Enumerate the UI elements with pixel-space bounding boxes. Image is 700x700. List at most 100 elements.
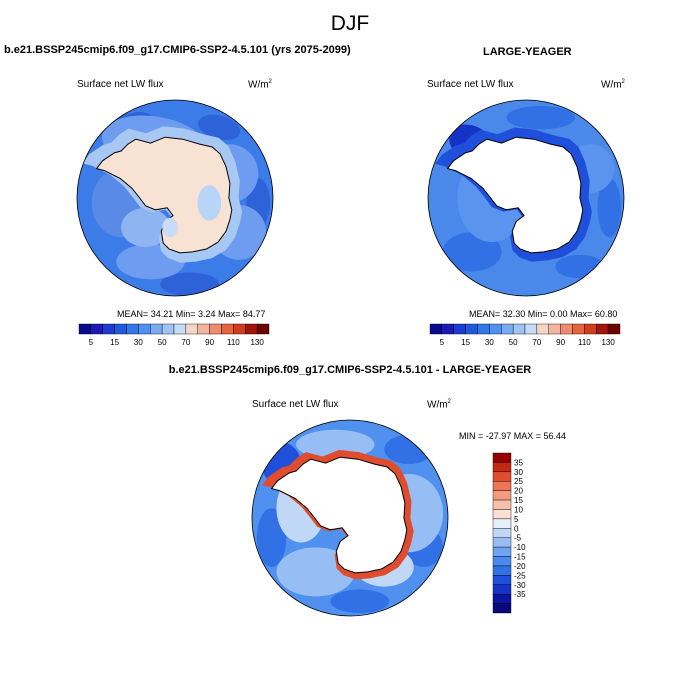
- colorbar-swatch: [477, 323, 490, 335]
- panel-3-variable: Surface net LW flux: [252, 399, 339, 410]
- antarctica-coastline: [270, 456, 408, 574]
- panel-3-stats: MIN = -27.97 MAX = 56.44: [459, 431, 567, 441]
- colorbar-tick-label: -25: [514, 571, 526, 580]
- panel-2-map: [427, 99, 625, 297]
- colorbar-swatch: [489, 323, 502, 335]
- field-region: [160, 272, 220, 296]
- antarctica-coastline: [95, 136, 233, 254]
- map-field: [77, 100, 273, 296]
- colorbar-swatch: [492, 481, 512, 491]
- colorbar-tick-label: 30: [134, 338, 143, 347]
- panel-2-title: LARGE-YEAGER: [483, 46, 572, 58]
- map-border: [76, 99, 274, 297]
- colorbar-tick-label: 25: [514, 477, 523, 486]
- colorbar-swatch: [560, 323, 573, 335]
- colorbar-tick-label: -35: [514, 590, 526, 599]
- field-region: [597, 178, 622, 238]
- colorbar-tick-label: -30: [514, 581, 526, 590]
- colorbar-swatch: [233, 323, 246, 335]
- colorbar-swatch: [429, 323, 443, 335]
- colorbar-swatch: [607, 323, 621, 335]
- colorbar-swatch: [492, 490, 512, 501]
- panel-3-title: b.e21.BSSP245cmip6.f09_g17.CMIP6-SSP2-4.…: [168, 364, 532, 376]
- panel-1-units: W/m2: [248, 79, 272, 91]
- colorbar-swatch: [465, 323, 478, 335]
- panel-1-title: b.e21.BSSP245cmip6.f09_g17.CMIP6-SSP2-4.…: [4, 44, 351, 56]
- colorbar-swatch: [492, 537, 512, 548]
- colorbar-tick-label: -10: [514, 543, 526, 552]
- colorbar-swatch: [209, 323, 222, 335]
- colorbar-swatch: [548, 323, 561, 335]
- colorbar-tick-label: 0: [514, 524, 519, 533]
- colorbar-tick-label: 35: [514, 458, 523, 467]
- land-region: [162, 217, 178, 238]
- colorbar-tick-label: 70: [532, 338, 541, 347]
- colorbar-swatch: [453, 323, 466, 335]
- colorbar-swatch: [126, 323, 139, 335]
- panel-1-map: [76, 99, 274, 297]
- colorbar-swatch: [256, 323, 270, 335]
- colorbar-tick-label: 130: [601, 338, 615, 347]
- colorbar-swatch: [596, 323, 609, 335]
- field-region: [442, 232, 502, 272]
- colorbar-swatch: [114, 323, 127, 335]
- colorbar-tick-label: 15: [110, 338, 119, 347]
- colorbar-swatch: [492, 584, 512, 595]
- field-region: [276, 547, 355, 597]
- colorbar-tick-label: 30: [485, 338, 494, 347]
- panel-3-map: [251, 419, 449, 617]
- colorbar-swatch: [492, 509, 512, 520]
- colorbar-swatch: [584, 323, 597, 335]
- colorbar-swatch: [524, 323, 538, 335]
- panel-2-variable: Surface net LW flux: [427, 79, 514, 90]
- panel-1-colorbar: 5 15 30 50 70 90 110 130: [78, 323, 270, 347]
- panel-2-units: W/m2: [601, 79, 625, 91]
- panel-1-stats: MEAN= 34.21 Min= 3.24 Max= 84.77: [117, 309, 266, 319]
- colorbar-tick-label: 110: [578, 338, 591, 347]
- colorbar-tick-label: 130: [250, 338, 264, 347]
- colorbar-tick-label: 70: [181, 338, 190, 347]
- colorbar-tick-label: 15: [461, 338, 470, 347]
- colorbar-swatch: [492, 556, 512, 567]
- colorbar-swatch: [492, 518, 512, 529]
- map-field: [252, 420, 448, 616]
- colorbar-swatch: [492, 603, 512, 614]
- colorbar-swatch: [173, 323, 187, 335]
- colorbar-tick-label: 15: [514, 496, 523, 505]
- panel-3-units: W/m2: [427, 399, 451, 411]
- colorbar-swatch: [512, 323, 526, 335]
- colorbar-tick-label: -15: [514, 553, 526, 562]
- colorbar-tick-label: -5: [514, 534, 522, 543]
- map-border: [251, 419, 449, 617]
- colorbar-swatch: [138, 323, 151, 335]
- colorbar-tick-label: 5: [514, 515, 519, 524]
- colorbar-swatch: [492, 471, 512, 482]
- colorbar-swatch: [492, 546, 512, 557]
- colorbar-tick-label: 30: [514, 468, 523, 477]
- colorbar-swatch: [221, 323, 234, 335]
- figure-title: DJF: [330, 12, 370, 35]
- colorbar-swatch: [78, 323, 92, 335]
- colorbar-swatch: [185, 323, 198, 335]
- colorbar-tick-label: 20: [514, 487, 523, 496]
- colorbar-swatch: [492, 499, 512, 510]
- map-border: [427, 99, 625, 297]
- colorbar-swatch: [150, 323, 163, 335]
- colorbar-tick-label: 50: [158, 338, 167, 347]
- colorbar-swatch: [161, 323, 175, 335]
- panel-2-stats: MEAN= 32.30 Min= 0.00 Max= 60.80: [469, 309, 618, 319]
- colorbar-swatch: [572, 323, 585, 335]
- colorbar-swatch: [492, 593, 512, 604]
- colorbar-swatch: [102, 323, 115, 335]
- colorbar-swatch: [492, 565, 512, 576]
- colorbar-swatch: [245, 323, 258, 335]
- colorbar-tick-label: -20: [514, 562, 526, 571]
- land-region: [197, 185, 222, 221]
- field-region: [198, 114, 241, 141]
- colorbar-tick-label: 5: [89, 338, 94, 347]
- colorbar-swatch: [492, 575, 512, 585]
- colorbar-swatch: [492, 528, 512, 538]
- colorbar-tick-label: 5: [440, 338, 445, 347]
- field-region: [330, 589, 390, 614]
